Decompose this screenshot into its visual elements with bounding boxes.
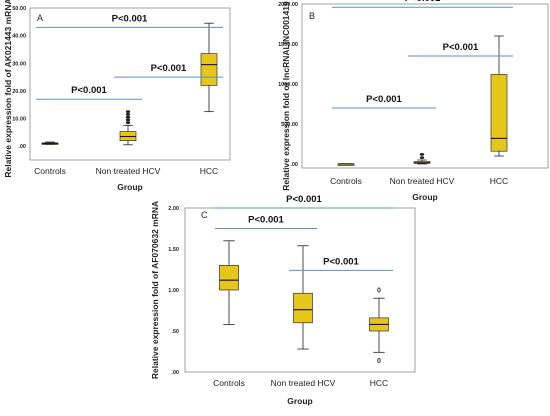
outlier-point <box>125 118 131 122</box>
x-axis-title: Group <box>412 192 438 202</box>
p-value-label: P<0.001 <box>151 63 187 74</box>
box-1 <box>337 163 355 166</box>
box-1 <box>219 240 239 325</box>
plot-frame <box>301 3 549 169</box>
y-tick-label: 40.00 <box>12 34 26 40</box>
y-axis-title: Relative expression fold of lncRNALINC00… <box>281 1 291 191</box>
box-3 <box>200 22 218 113</box>
box-iqr <box>200 53 218 86</box>
x-category-label: Controls <box>330 176 362 186</box>
p-value-label: P<0.001 <box>71 85 107 96</box>
box-iqr <box>293 292 313 324</box>
box-2 <box>413 153 431 165</box>
box-iqr <box>490 74 508 152</box>
box-2 <box>293 245 313 350</box>
y-tick-label: 50.00 <box>12 6 26 12</box>
y-tick-label: 10.00 <box>12 117 26 123</box>
box-3 <box>490 35 508 157</box>
x-category-label: Non treated HCV <box>271 378 336 388</box>
x-category-label: Controls <box>213 378 245 388</box>
x-axis-title: Group <box>287 396 313 406</box>
y-tick-label: 1.00 <box>168 288 179 294</box>
p-value-label: P<0.001 <box>112 13 148 24</box>
p-value-label: P<0.001 <box>405 0 441 4</box>
x-category-label: HCC <box>200 166 218 176</box>
y-tick-label: 30.00 <box>12 61 26 67</box>
outlier-point: 0 <box>377 358 381 365</box>
y-tick-label: 1.50 <box>168 247 179 253</box>
p-value-label: P<0.001 <box>366 94 402 105</box>
p-value-label: P<0.001 <box>286 194 322 205</box>
box-3: 00 <box>369 288 389 365</box>
chart-panel-c: C .00 .50 1.00 1.50 2.00 Relative expression f… <box>150 194 416 406</box>
y-axis-title: Relative expression fold of AF070632 mRN… <box>150 201 160 379</box>
y-tick-label: .00 <box>290 162 298 168</box>
y-tick-label: 2000.00 <box>278 2 298 8</box>
panel-letter: C <box>201 210 208 220</box>
box-iqr <box>219 265 239 291</box>
y-tick-label: .00 <box>171 370 179 376</box>
outlier-point <box>125 121 131 125</box>
y-tick-label: .50 <box>171 329 179 335</box>
y-tick-label: 500.00 <box>281 122 298 128</box>
outlier-point: 0 <box>377 288 381 295</box>
p-value-label: P<0.001 <box>248 215 284 226</box>
box-1 <box>41 141 59 145</box>
panel-letter: A <box>37 13 43 23</box>
outlier-point <box>125 115 131 119</box>
p-value-label: P<0.001 <box>323 256 359 267</box>
y-tick-label: 2.00 <box>168 206 179 212</box>
box-2 <box>119 110 137 146</box>
y-tick-label: 1500.00 <box>278 42 298 48</box>
outlier-point <box>419 156 425 160</box>
chart-panel-b: B .00 500.00 1000.00 1500.00 2000.00Relative … <box>278 0 549 202</box>
y-tick-label: .00 <box>18 144 26 150</box>
outlier-point <box>419 153 425 156</box>
x-category-label: Non treated HCV <box>390 176 455 186</box>
x-category-label: Non treated HCV <box>96 166 161 176</box>
x-category-label: HCC <box>490 176 508 186</box>
x-category-label: HCC <box>370 378 388 388</box>
p-value-label: P<0.001 <box>443 42 479 53</box>
x-axis-title: Group <box>117 182 143 192</box>
outlier-point <box>125 110 131 114</box>
y-axis-title: Relative expression fold of AK021443 mRN… <box>3 0 13 178</box>
plot-frame <box>29 7 231 161</box>
x-category-label: Controls <box>34 166 66 176</box>
y-tick-label: 1000.00 <box>278 82 298 88</box>
y-tick-label: 20.00 <box>12 89 26 95</box>
panel-letter: B <box>309 11 315 21</box>
outlier-point <box>125 113 131 116</box>
